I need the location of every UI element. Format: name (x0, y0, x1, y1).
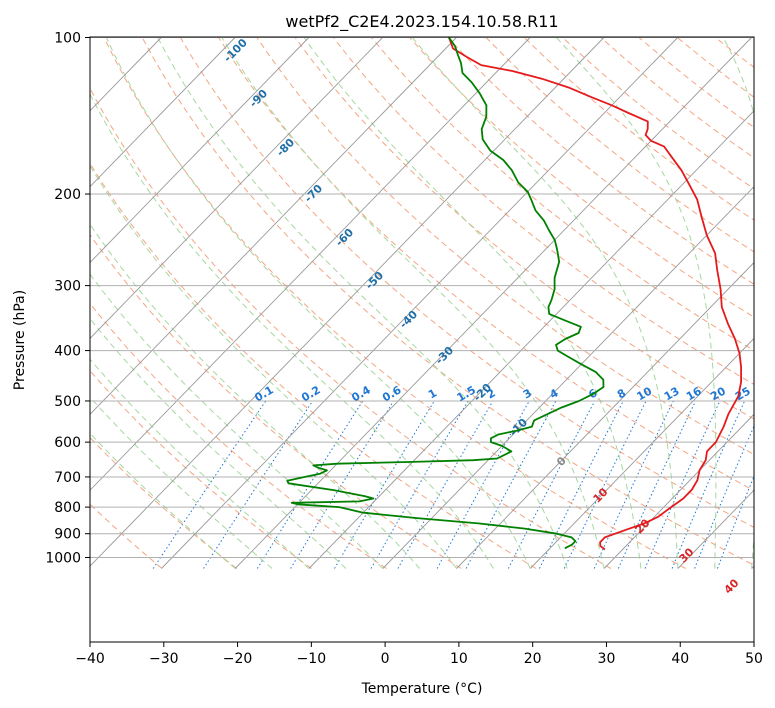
x-tick-label: 0 (381, 651, 390, 667)
y-tick-label: 100 (54, 31, 81, 47)
y-tick-label: 400 (54, 344, 81, 360)
mixing-ratio-line (290, 400, 395, 569)
y-tick-label: 500 (54, 394, 81, 410)
dry-adiabat-line (141, 37, 754, 566)
isotherm-line (161, 37, 679, 569)
mixing-ratio-line (397, 400, 494, 569)
dry-adiabat-line (332, 37, 754, 385)
x-tick-label: −20 (223, 651, 253, 667)
chart-title: wetPf2_C2E4.2023.154.10.58.R11 (285, 12, 558, 32)
x-tick-label: 20 (524, 651, 542, 667)
dry-adiabat-line (103, 37, 686, 569)
moist-adiabat-line (105, 37, 531, 569)
isotherm-line (90, 37, 457, 415)
x-axis-ticks: −40 −30 −20 −10 0 10 20 30 40 50 (75, 642, 763, 667)
moist-adiabat-line (90, 223, 421, 569)
mixing-ratio-line (507, 400, 596, 569)
y-tick-label: 200 (54, 187, 81, 203)
isotherm-line (234, 37, 752, 569)
moist-adiabat-line (303, 37, 642, 569)
dry-adiabat-line (90, 233, 462, 569)
temperature-series-line (448, 37, 742, 551)
mixing-ratio-line (203, 400, 314, 569)
moist-adiabat-line (90, 164, 458, 569)
y-tick-label: 300 (54, 279, 81, 295)
x-tick-label: −10 (297, 651, 327, 667)
moist-adiabat-line (221, 37, 605, 569)
isotherm-line (90, 37, 531, 491)
x-tick-label: 30 (598, 651, 616, 667)
mixing-ratio-line (152, 400, 267, 569)
isotherm-line (308, 110, 754, 569)
dry-adiabat-line (90, 162, 537, 569)
moist-adiabat-line (90, 396, 273, 569)
y-axis-ticks: 1000 900 800 700 600 500 400 300 200 100 (45, 31, 90, 567)
isotherm-line (382, 186, 754, 569)
dry-adiabat-line (294, 37, 754, 420)
mixing-ratio-line (256, 400, 364, 569)
y-axis-label: Pressure (hPa) (12, 290, 28, 390)
dry-adiabat-line (371, 37, 754, 352)
isotherm-line (90, 37, 236, 188)
x-tick-label: 50 (745, 651, 763, 667)
dry-adiabat-line (90, 370, 312, 569)
isotherm-line (90, 37, 605, 567)
y-tick-label: 900 (54, 527, 81, 543)
moist-adiabat-line (90, 92, 494, 569)
dry-adiabat-line (90, 302, 387, 569)
mixing-ratio-line (539, 400, 624, 569)
profile-series (286, 37, 742, 551)
isotherm-line (529, 337, 754, 569)
moist-adiabat-line (90, 317, 347, 569)
isotherm-line (456, 261, 754, 569)
dry-adiabat-line (256, 37, 754, 456)
x-tick-label: 10 (450, 651, 468, 667)
dewpoint-series-line (286, 37, 605, 550)
y-tick-label: 600 (54, 435, 81, 451)
plot-frame (89, 36, 755, 643)
isotherms (90, 37, 754, 569)
isotherm-line (603, 413, 754, 569)
x-tick-label: 40 (671, 651, 689, 667)
moist-adiabat-line (411, 37, 679, 569)
y-tick-label: 700 (54, 470, 81, 486)
moist-adiabat-line (90, 358, 310, 569)
mixing-ratio-line (465, 400, 557, 569)
x-axis-label: Temperature (°C) (361, 681, 483, 697)
y-tick-label: 1000 (45, 551, 81, 567)
x-tick-label: −30 (149, 651, 179, 667)
dry-adiabat-line (218, 37, 754, 492)
y-tick-label: 800 (54, 500, 81, 516)
moist-adiabat-line (157, 37, 568, 569)
mixing-ratio-line (671, 400, 746, 569)
mixing-ratio-lines (152, 400, 754, 569)
x-tick-label: −40 (75, 651, 105, 667)
mixing-ratio-line (694, 424, 754, 569)
isotherm-line (90, 37, 383, 340)
isotherm-line (90, 37, 310, 264)
